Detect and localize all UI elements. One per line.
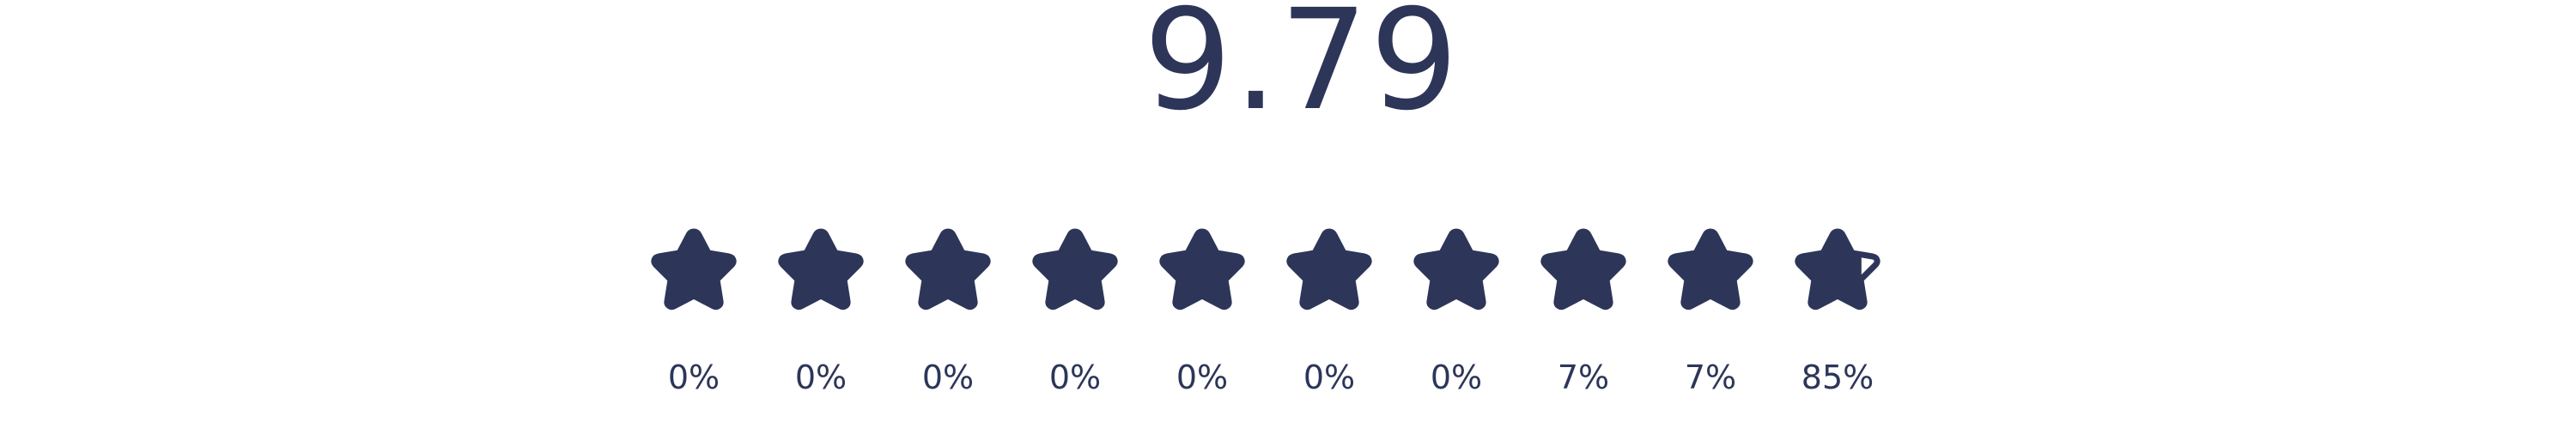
star-percent-label: 0% [1048, 359, 1102, 396]
star-percent-label: 0% [1303, 359, 1356, 396]
star-item: 7% [1661, 225, 1760, 396]
star-icon [905, 228, 991, 310]
star-item: 0% [644, 225, 744, 396]
star-item: 0% [1406, 225, 1506, 396]
star-item: 0% [898, 225, 998, 396]
star-percent-label: 0% [1176, 359, 1229, 396]
star-icon [1032, 228, 1118, 310]
star-icon [1286, 228, 1372, 310]
star-percent-label: 85% [1801, 359, 1874, 396]
star-icon [1159, 228, 1245, 310]
star-percent-label: 7% [1557, 359, 1610, 396]
star-icon [1668, 228, 1753, 310]
star-item: 0% [1279, 225, 1379, 396]
star-icon [778, 228, 864, 310]
star-icon [651, 228, 737, 310]
star-item: 0% [1152, 225, 1252, 396]
star-item: 85% [1788, 225, 1887, 396]
star-percent-label: 0% [921, 359, 975, 396]
star-percent-label: 0% [794, 359, 848, 396]
star-percent-label: 0% [667, 359, 720, 396]
star-item: 7% [1534, 225, 1633, 396]
star-item: 0% [1025, 225, 1125, 396]
star-icon [1795, 228, 1880, 310]
star-percent-label: 7% [1684, 359, 1737, 396]
star-icon [1540, 228, 1626, 310]
star-item: 0% [771, 225, 871, 396]
star-percent-label: 0% [1430, 359, 1483, 396]
average-score: 9.79 [1143, 0, 1461, 142]
star-icon [1413, 228, 1499, 310]
